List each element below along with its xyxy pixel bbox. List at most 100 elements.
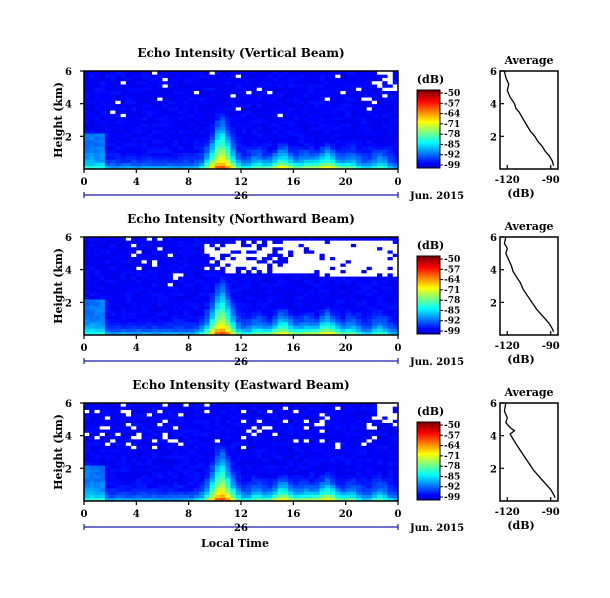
heatmap-cell <box>172 152 179 157</box>
heatmap-cell <box>125 84 132 88</box>
heatmap-cell <box>172 103 179 108</box>
heatmap-cell <box>356 295 362 300</box>
heatmap-cell <box>84 315 90 320</box>
heatmap-cell <box>298 325 305 329</box>
heatmap-cell <box>89 272 95 277</box>
heatmap-cell <box>230 305 237 310</box>
heatmap-cell <box>387 100 394 105</box>
heatmap-cell <box>183 435 190 440</box>
heatmap-cell <box>167 471 174 476</box>
heatmap-cell <box>167 429 174 433</box>
heatmap-cell <box>392 269 399 274</box>
heatmap-cell <box>246 266 252 271</box>
heatmap-cell <box>298 321 305 326</box>
heatmap-cell <box>193 162 200 167</box>
heatmap-cell <box>230 133 237 137</box>
heatmap-cell <box>267 246 273 251</box>
heatmap-cell <box>256 269 263 274</box>
heatmap-cell <box>141 422 148 427</box>
heatmap-cell <box>183 116 190 121</box>
heatmap-cell <box>251 97 258 101</box>
heatmap-cell <box>162 237 169 241</box>
heatmap-cell <box>188 289 195 293</box>
heatmap-cell <box>193 406 200 410</box>
heatmap-cell <box>261 403 268 407</box>
heatmap-cell <box>188 422 195 427</box>
heatmap-cell <box>241 494 247 499</box>
heatmap-cell <box>125 422 132 427</box>
heatmap-cell <box>136 452 142 456</box>
heatmap-cell <box>188 461 195 466</box>
heatmap-cell <box>141 289 148 293</box>
heatmap-cell <box>141 315 148 320</box>
heatmap-cell <box>209 305 216 310</box>
heatmap-cell <box>193 84 200 88</box>
heatmap-cell <box>146 471 153 476</box>
heatmap-cell <box>251 299 258 303</box>
heatmap-cell <box>157 406 163 410</box>
heatmap-cell <box>172 129 179 134</box>
heatmap-cell <box>298 279 305 284</box>
heatmap-cell <box>361 272 367 277</box>
heatmap-cell <box>167 256 174 261</box>
heatmap-cell <box>183 146 190 150</box>
heatmap-cell <box>272 240 279 244</box>
heatmap-cell <box>220 139 226 144</box>
heatmap-cell <box>89 461 95 466</box>
heatmap-cell <box>345 142 352 147</box>
heatmap-cell <box>319 292 326 297</box>
heatmap-cell <box>230 263 237 267</box>
heatmap-cell <box>246 159 252 163</box>
heatmap-cell <box>298 243 305 248</box>
heatmap-cell <box>241 253 247 257</box>
heatmap-cell <box>209 325 216 329</box>
heatmap-cell <box>94 269 101 274</box>
heatmap-cell <box>172 487 179 492</box>
heatmap-cell <box>115 133 122 137</box>
heatmap-cell <box>340 276 347 280</box>
heatmap-cell <box>256 295 263 300</box>
heatmap-cell <box>167 106 174 111</box>
heatmap-cell <box>209 74 216 78</box>
heatmap-cell <box>204 133 210 137</box>
heatmap-cell <box>146 106 153 111</box>
heatmap-cell <box>319 308 326 313</box>
heatmap-cell <box>110 133 116 137</box>
heatmap-cell <box>230 129 237 134</box>
heatmap-cell <box>152 289 158 293</box>
heatmap-cell <box>120 74 127 78</box>
colorbar-band <box>417 134 440 138</box>
heatmap-cell <box>309 253 315 257</box>
heatmap-cell <box>89 259 95 264</box>
heatmap-cell <box>246 494 252 499</box>
heatmap-cell <box>230 80 237 85</box>
heatmap-cell <box>141 448 148 453</box>
heatmap-cell <box>157 422 163 427</box>
heatmap-cell <box>204 465 210 469</box>
heatmap-cell <box>214 491 221 495</box>
heatmap-cell <box>183 74 190 78</box>
heatmap-cell <box>89 123 95 127</box>
heatmap-cell <box>356 139 362 144</box>
heatmap-cell <box>309 299 315 303</box>
heatmap-cell <box>261 487 268 492</box>
heatmap-cell <box>115 286 122 290</box>
heatmap-cell <box>251 282 258 287</box>
heatmap-cell <box>152 146 158 150</box>
heatmap-cell <box>89 497 95 502</box>
heatmap-cell <box>167 448 174 453</box>
heatmap-cell <box>382 152 388 157</box>
heatmap-cell <box>157 461 163 466</box>
heatmap-cell <box>220 162 226 167</box>
heatmap-cell <box>104 165 111 170</box>
heatmap-cell <box>104 103 111 108</box>
heatmap-cell <box>94 494 101 499</box>
heatmap-cell <box>277 438 284 443</box>
heatmap-cell <box>136 77 142 82</box>
heatmap-cell <box>288 435 294 440</box>
heatmap-cell <box>178 429 184 433</box>
heatmap-cell <box>382 142 388 147</box>
heatmap-cell <box>377 321 383 326</box>
heatmap-cell <box>141 403 148 407</box>
heatmap-cell <box>220 429 226 433</box>
